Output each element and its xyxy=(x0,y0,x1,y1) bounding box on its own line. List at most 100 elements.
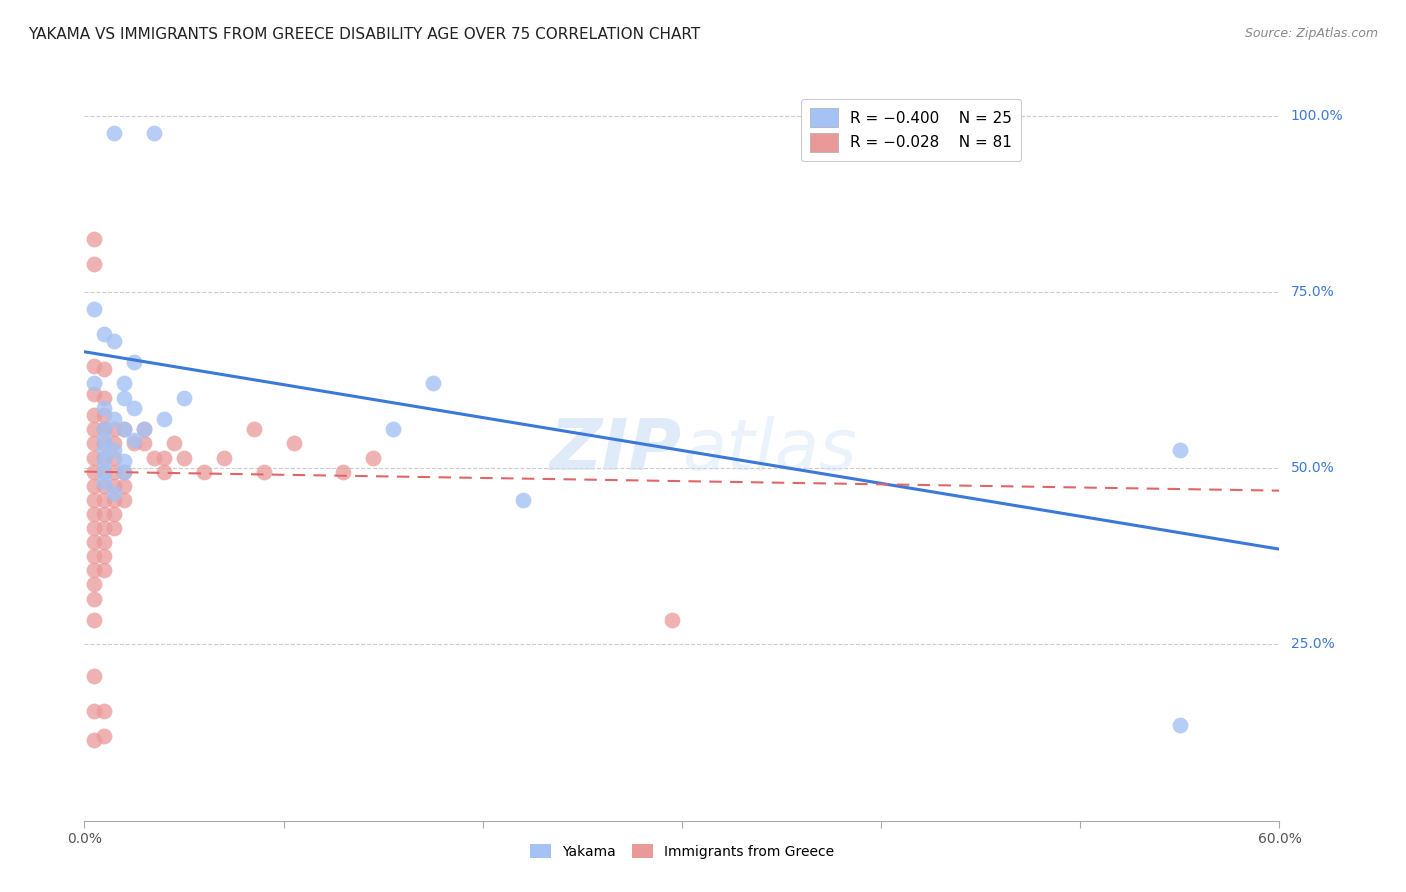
Point xyxy=(93,465,115,479)
Point xyxy=(93,401,115,416)
Point xyxy=(422,376,444,391)
Point xyxy=(103,334,125,348)
Point xyxy=(163,436,186,450)
Point xyxy=(93,408,115,422)
Point xyxy=(103,479,125,493)
Point xyxy=(132,422,156,436)
Point xyxy=(93,327,115,342)
Point xyxy=(93,465,115,479)
Point xyxy=(93,422,115,436)
Point xyxy=(122,436,145,450)
Point xyxy=(112,465,135,479)
Point xyxy=(83,422,105,436)
Point xyxy=(253,465,276,479)
Point xyxy=(93,704,115,718)
Point xyxy=(83,613,105,627)
Point xyxy=(93,521,115,535)
Point xyxy=(83,450,105,465)
Point xyxy=(103,492,125,507)
Point xyxy=(83,535,105,549)
Point xyxy=(93,475,115,490)
Point xyxy=(83,507,105,521)
Point xyxy=(93,422,115,436)
Point xyxy=(93,535,115,549)
Point xyxy=(93,436,115,450)
Point xyxy=(103,422,125,436)
Point xyxy=(83,563,105,577)
Text: atlas: atlas xyxy=(682,416,856,485)
Point xyxy=(93,549,115,564)
Point xyxy=(112,454,135,468)
Point xyxy=(93,454,115,468)
Text: Source: ZipAtlas.com: Source: ZipAtlas.com xyxy=(1244,27,1378,40)
Point xyxy=(93,507,115,521)
Point xyxy=(83,521,105,535)
Point xyxy=(83,232,105,246)
Text: 100.0%: 100.0% xyxy=(1291,109,1343,122)
Point xyxy=(1168,443,1191,458)
Point xyxy=(103,450,125,465)
Point xyxy=(132,436,156,450)
Point xyxy=(83,408,105,422)
Point xyxy=(173,391,195,405)
Point xyxy=(122,401,145,416)
Point xyxy=(122,433,145,447)
Point xyxy=(83,591,105,606)
Point xyxy=(83,257,105,271)
Point xyxy=(93,391,115,405)
Text: YAKAMA VS IMMIGRANTS FROM GREECE DISABILITY AGE OVER 75 CORRELATION CHART: YAKAMA VS IMMIGRANTS FROM GREECE DISABIL… xyxy=(28,27,700,42)
Point xyxy=(83,387,105,401)
Point xyxy=(103,507,125,521)
Text: ZIP: ZIP xyxy=(550,416,682,485)
Point xyxy=(193,465,215,479)
Point xyxy=(143,126,166,140)
Point xyxy=(93,422,115,436)
Point xyxy=(132,422,156,436)
Point xyxy=(103,411,125,425)
Point xyxy=(1168,718,1191,732)
Point xyxy=(83,465,105,479)
Point xyxy=(143,450,166,465)
Point xyxy=(93,563,115,577)
Point xyxy=(83,669,105,683)
Point xyxy=(93,450,115,465)
Point xyxy=(153,465,176,479)
Point xyxy=(93,492,115,507)
Text: 25.0%: 25.0% xyxy=(1291,638,1334,651)
Point xyxy=(93,443,115,458)
Point xyxy=(93,729,115,743)
Point xyxy=(103,521,125,535)
Point xyxy=(103,436,125,450)
Point xyxy=(512,492,534,507)
Point xyxy=(83,376,105,391)
Point xyxy=(83,436,105,450)
Point xyxy=(93,433,115,447)
Point xyxy=(361,450,384,465)
Point xyxy=(153,450,176,465)
Point xyxy=(83,577,105,591)
Point xyxy=(242,422,264,436)
Point xyxy=(112,422,135,436)
Point xyxy=(103,465,125,479)
Point xyxy=(112,391,135,405)
Point xyxy=(112,422,135,436)
Point xyxy=(83,492,105,507)
Point xyxy=(103,485,125,500)
Point xyxy=(83,732,105,747)
Point xyxy=(153,411,176,425)
Point xyxy=(103,443,125,458)
Point xyxy=(83,302,105,317)
Text: 50.0%: 50.0% xyxy=(1291,461,1334,475)
Point xyxy=(332,465,354,479)
Point xyxy=(382,422,405,436)
Point xyxy=(112,479,135,493)
Point xyxy=(661,613,683,627)
Point xyxy=(83,704,105,718)
Point xyxy=(283,436,305,450)
Point xyxy=(93,362,115,376)
Legend: Yakama, Immigrants from Greece: Yakama, Immigrants from Greece xyxy=(523,837,841,865)
Point xyxy=(112,492,135,507)
Point xyxy=(173,450,195,465)
Point xyxy=(83,479,105,493)
Point xyxy=(103,126,125,140)
